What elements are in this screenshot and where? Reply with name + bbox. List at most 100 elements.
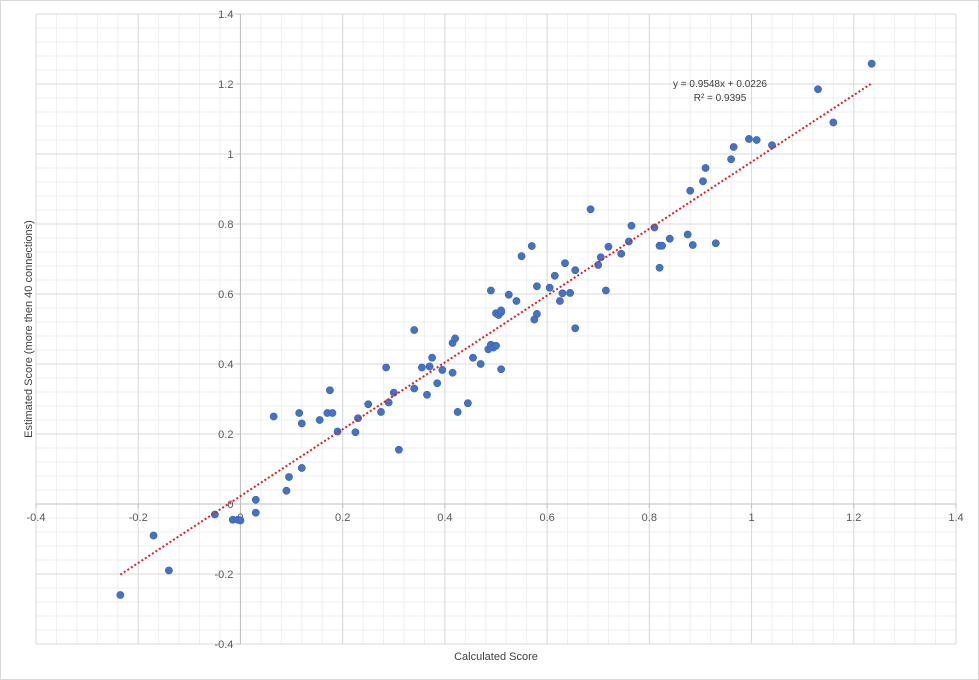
x-tick-label: 0.4 <box>437 512 452 524</box>
data-point <box>438 366 447 374</box>
data-point <box>116 591 125 599</box>
data-point <box>453 408 462 416</box>
x-tick-label: 1.4 <box>948 512 963 524</box>
data-point <box>149 531 158 540</box>
data-point <box>555 297 564 305</box>
x-tick-label: 0.6 <box>539 512 554 524</box>
data-point <box>566 289 575 297</box>
trendline-r-squared: R² = 0.9395 <box>694 93 747 104</box>
data-point <box>451 334 460 343</box>
data-point <box>532 282 541 291</box>
data-point <box>382 363 391 372</box>
y-axis-title: Estimated Score (more then 40 connection… <box>23 220 35 438</box>
data-point <box>699 177 707 186</box>
data-point <box>295 409 304 417</box>
data-point <box>251 508 260 517</box>
data-point <box>285 473 293 481</box>
data-point <box>425 362 434 371</box>
x-tick-labels: -0.4-0.200.20.40.60.811.21.4 <box>27 512 964 524</box>
data-point <box>604 242 613 251</box>
data-point <box>315 416 324 424</box>
x-axis-title: Calculated Score <box>454 651 538 663</box>
data-point <box>752 136 761 144</box>
data-point <box>410 384 419 393</box>
data-point <box>527 242 536 250</box>
y-tick-label: 1.4 <box>218 9 233 21</box>
data-point <box>463 399 472 408</box>
data-point <box>328 409 337 417</box>
data-point <box>410 326 419 334</box>
data-point <box>711 239 720 248</box>
y-tick-labels: -0.4 -0.2 0 0.2 0.4 0.6 0.8 1 1.2 1.4 <box>214 9 233 651</box>
data-point <box>448 368 457 377</box>
data-point <box>814 85 822 94</box>
y-tick-label: -0.2 <box>214 569 233 581</box>
data-point <box>686 186 695 195</box>
y-tick-label: 0.8 <box>218 219 233 231</box>
data-point <box>558 289 567 298</box>
data-point <box>517 252 526 261</box>
data-point <box>469 353 477 362</box>
x-tick-label: -0.4 <box>27 512 46 524</box>
data-point <box>650 223 659 232</box>
data-point <box>586 205 595 214</box>
data-point <box>665 234 674 243</box>
data-point <box>394 445 403 454</box>
data-point <box>683 230 692 239</box>
data-point <box>423 390 431 399</box>
y-tick-label: 0 <box>227 499 233 511</box>
y-tick-label: 1.2 <box>218 79 233 91</box>
data-point <box>729 143 738 151</box>
data-point <box>297 419 306 428</box>
data-point <box>550 271 559 280</box>
data-point <box>658 241 667 250</box>
data-point <box>688 241 697 249</box>
data-point <box>561 259 569 268</box>
data-point <box>701 164 710 172</box>
data-point <box>727 155 736 164</box>
axes <box>35 13 957 645</box>
data-point <box>545 283 554 292</box>
data-point <box>476 360 485 368</box>
data-point <box>282 486 291 495</box>
x-tick-label: 1.2 <box>846 512 861 524</box>
data-point <box>497 365 506 374</box>
data-points <box>116 59 876 599</box>
data-point <box>512 297 521 305</box>
data-point <box>617 249 626 258</box>
data-point <box>571 266 580 275</box>
data-point <box>486 286 495 295</box>
data-point <box>377 408 385 416</box>
data-point <box>601 286 610 295</box>
y-tick-label: 0.4 <box>218 359 233 371</box>
x-tick-label: 1 <box>748 512 754 524</box>
data-point <box>768 141 776 150</box>
data-point <box>745 135 753 143</box>
data-point <box>297 464 306 472</box>
x-tick-label: 0.2 <box>335 512 350 524</box>
data-point <box>433 379 442 388</box>
data-point <box>829 118 838 127</box>
y-tick-label: 1 <box>227 149 233 161</box>
y-tick-label: 0.6 <box>218 289 233 301</box>
data-point <box>532 310 541 318</box>
trendline <box>119 82 873 576</box>
data-point <box>236 516 245 525</box>
data-point <box>351 428 360 437</box>
data-point <box>364 400 373 409</box>
trendline-equation: y = 0.9548x + 0.0226 <box>673 79 767 90</box>
data-point <box>627 221 636 230</box>
data-point <box>497 306 506 315</box>
x-tick-label: -0.2 <box>129 512 148 524</box>
data-point <box>428 353 437 362</box>
data-point <box>504 290 513 299</box>
data-point <box>571 324 580 333</box>
y-tick-label: 0.2 <box>218 429 233 441</box>
data-point <box>417 363 426 372</box>
data-point <box>269 412 278 421</box>
data-point <box>867 59 876 68</box>
data-point <box>492 341 500 350</box>
